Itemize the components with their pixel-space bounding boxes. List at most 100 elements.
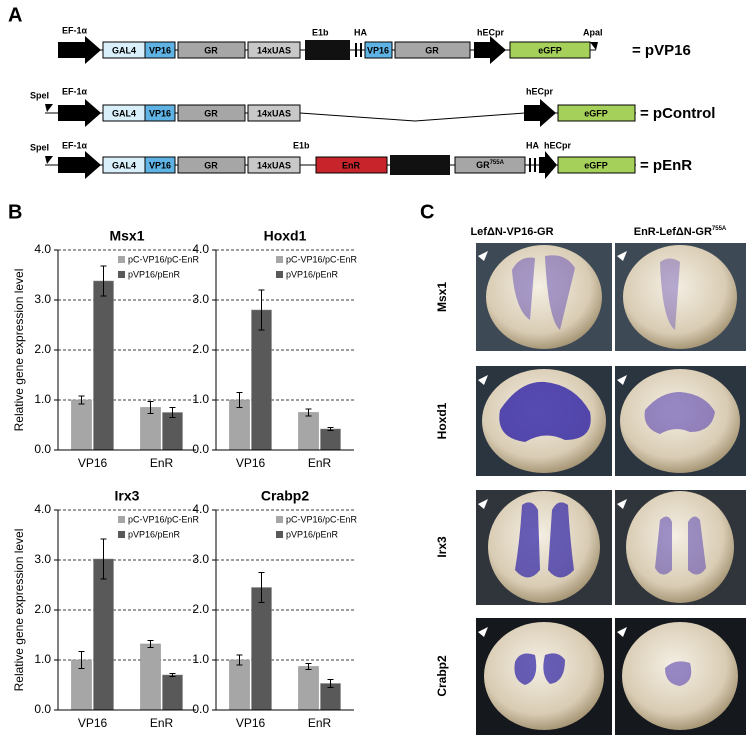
x-tick-label: VP16 (236, 456, 266, 470)
y-tick-label: 4.0 (192, 502, 209, 516)
legend-swatch (118, 271, 125, 278)
chart-title: Hoxd1 (264, 228, 307, 244)
bar (298, 412, 319, 451)
y-tick-label: 4.0 (192, 242, 209, 256)
column-header: LefΔN-VP16-GR (470, 226, 553, 238)
y-tick-label: 2.0 (192, 602, 209, 616)
y-tick-label: 1.0 (192, 392, 209, 406)
box-label: GR (425, 45, 439, 55)
error-bar (305, 408, 312, 417)
superscript: 755A (490, 160, 505, 166)
label: E1b (293, 140, 310, 150)
superscript: 755A (712, 226, 727, 232)
error-bar (236, 654, 243, 666)
label: EF-1α (62, 140, 88, 150)
box-label: 14xUAS (257, 108, 291, 118)
error-bar (147, 401, 154, 414)
label: SpeI (30, 142, 49, 152)
legend-swatch (276, 271, 283, 278)
legend-label: pC-VP16/pC-EnR (286, 514, 358, 524)
chart-title: Msx1 (109, 228, 144, 244)
legend-swatch (276, 256, 283, 263)
box-label: GAL4 (112, 108, 136, 118)
bar (93, 280, 114, 451)
error-bar (100, 265, 107, 297)
box-label: GAL4 (112, 45, 136, 55)
x-tick-label: EnR (308, 716, 332, 730)
row-label: Hoxd1 (435, 402, 449, 439)
legend-swatch (118, 256, 125, 263)
bar (162, 674, 183, 711)
legend-swatch (276, 531, 283, 538)
legend-label: pC-VP16/pC-EnR (286, 254, 358, 264)
label: hECpr (477, 27, 504, 37)
y-tick-label: 2.0 (192, 342, 209, 356)
y-tick-label: 0.0 (34, 442, 51, 456)
y-tick-label: 0.0 (192, 702, 209, 716)
y-tick-label: 3.0 (192, 552, 209, 566)
label: hECpr (526, 86, 553, 96)
error-bar (305, 663, 312, 670)
y-tick-label: 3.0 (34, 552, 51, 566)
y-tick-label: 2.0 (34, 342, 51, 356)
y-tick-label: 1.0 (34, 392, 51, 406)
box-label: GR (204, 45, 218, 55)
box-label: VP16 (367, 45, 389, 55)
construct-penr: SpeI EF-1α GAL4 VP16 GR 14xUAS E1b EnR G… (30, 140, 692, 179)
row-label: Msx1 (435, 282, 449, 312)
box-label: VP16 (149, 45, 171, 55)
x-tick-label: VP16 (78, 456, 108, 470)
label: ApaI (583, 27, 603, 37)
box-label: GR755A (476, 160, 505, 171)
label: hECpr (544, 140, 571, 150)
x-tick-label: VP16 (78, 716, 108, 730)
label: E1b (312, 27, 329, 37)
y-tick-label: 0.0 (192, 442, 209, 456)
y-tick-label: 2.0 (34, 602, 51, 616)
y-tick-label: 4.0 (34, 502, 51, 516)
error-bar (327, 679, 334, 688)
y-tick-label: 3.0 (34, 292, 51, 306)
label: SpeI (30, 90, 49, 100)
error-bar (258, 289, 265, 331)
bar (251, 587, 272, 711)
box-label: eGFP (584, 108, 608, 118)
bar (251, 309, 272, 451)
y-tick-label: 0.0 (34, 702, 51, 716)
construct-name: = pEnR (640, 157, 692, 174)
x-tick-label: EnR (150, 456, 174, 470)
construct-pcontrol: SpeI EF-1α GAL4 VP16 GR 14xUAS hECpr eGF… (30, 86, 715, 127)
box-label: 14xUAS (257, 45, 291, 55)
y-tick-label: 4.0 (34, 242, 51, 256)
bar (298, 666, 319, 711)
column-header-text: EnR-LefΔN-GR (634, 226, 712, 238)
bar (320, 428, 341, 451)
box-label: GR (204, 160, 218, 170)
chart-title: Crabp2 (261, 488, 309, 504)
error-bar (236, 392, 243, 408)
bar (140, 643, 161, 711)
y-tick-label: 3.0 (192, 292, 209, 306)
y-tick-label: 1.0 (34, 652, 51, 666)
x-tick-label: VP16 (236, 716, 266, 730)
x-tick-label: EnR (150, 716, 174, 730)
legend-label: pC-VP16/pC-EnR (128, 254, 200, 264)
box-label: 14xUAS (257, 160, 291, 170)
box-label: EnR (342, 160, 361, 170)
error-bar (147, 640, 154, 648)
legend-swatch (276, 516, 283, 523)
bar (162, 412, 183, 451)
construct-name: = pControl (640, 105, 715, 122)
error-bar (78, 395, 85, 405)
box-label: VP16 (149, 160, 171, 170)
bar (229, 659, 250, 711)
legend-label: pVP16/pEnR (128, 269, 181, 279)
error-bar (169, 407, 176, 418)
panel-label: A (8, 4, 22, 26)
legend-swatch (118, 531, 125, 538)
label: HA (526, 140, 539, 150)
y-axis-label: Relative gene expression level (12, 529, 26, 692)
bar (93, 558, 114, 711)
y-axis-label: Relative gene expression level (12, 269, 26, 432)
